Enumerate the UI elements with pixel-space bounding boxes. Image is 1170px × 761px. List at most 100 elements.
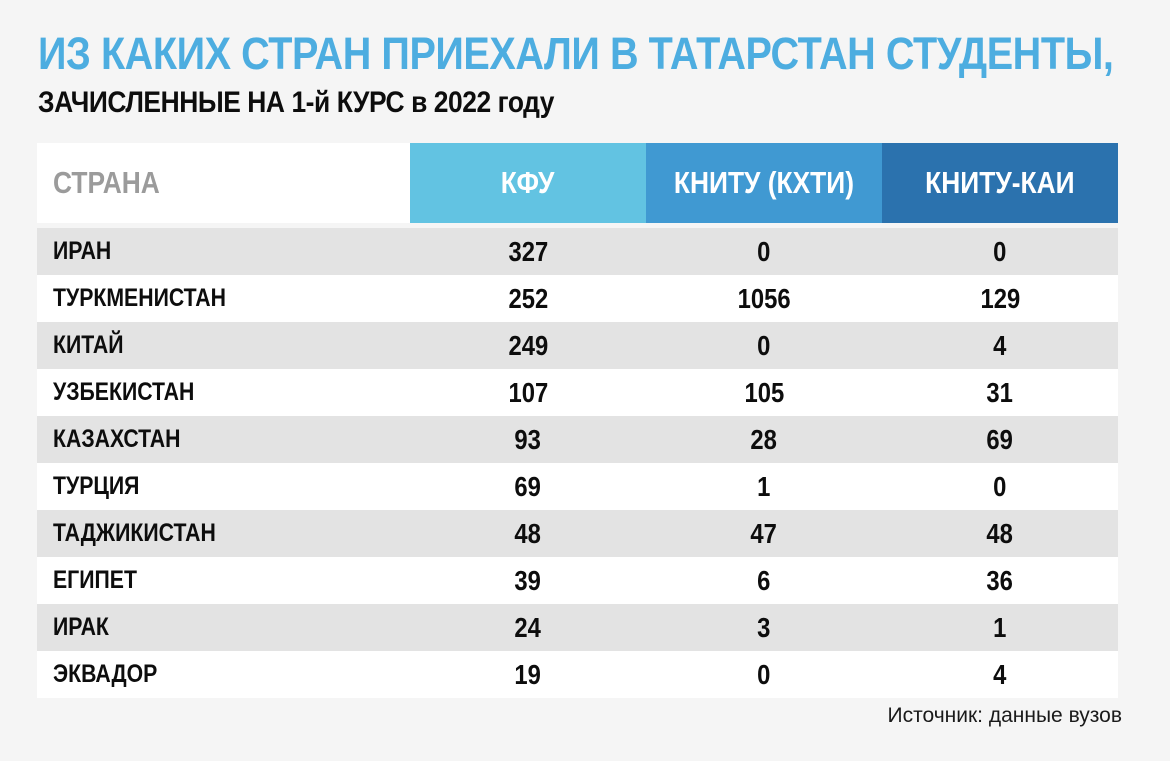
- value-label: 105: [744, 376, 784, 408]
- country-cell: ТАДЖИКИСТАН: [37, 510, 410, 557]
- value-cell: 28: [646, 416, 882, 463]
- country-label: ИРАН: [53, 237, 112, 265]
- country-label: ЭКВАДОР: [53, 660, 158, 688]
- value-cell: 48: [410, 510, 646, 557]
- value-label: 69: [514, 470, 542, 502]
- country-label: ТУРЦИЯ: [53, 472, 140, 500]
- table-row: КИТАЙ 249 0 4: [37, 322, 1118, 369]
- value-cell: 93: [410, 416, 646, 463]
- value-label: 93: [514, 423, 542, 455]
- col-header-knitu-kai-label: КНИТУ-КАИ: [925, 165, 1075, 200]
- value-label: 1056: [737, 282, 791, 314]
- country-cell: КИТАЙ: [37, 322, 410, 369]
- value-label: 252: [508, 282, 548, 314]
- value-cell: 0: [882, 463, 1118, 510]
- value-label: 1: [993, 611, 1007, 643]
- country-label: УЗБЕКИСТАН: [53, 378, 195, 406]
- value-label: 48: [986, 517, 1014, 549]
- table-row: ИРАН 327 0 0: [37, 228, 1118, 275]
- table-row: УЗБЕКИСТАН 107 105 31: [37, 369, 1118, 416]
- country-cell: ЕГИПЕТ: [37, 557, 410, 604]
- country-label: ТАДЖИКИСТАН: [53, 519, 216, 547]
- value-cell: 47: [646, 510, 882, 557]
- value-cell: 249: [410, 322, 646, 369]
- table-body: ИРАН 327 0 0 ТУРКМЕНИСТАН 252 1056 129 КИТАЙ 249 0…: [37, 228, 1118, 698]
- table-row: ИРАК 24 3 1: [37, 604, 1118, 651]
- value-label: 3: [757, 611, 771, 643]
- value-label: 249: [508, 329, 548, 361]
- col-header-kfu: КФУ: [410, 143, 646, 223]
- value-label: 6: [757, 564, 771, 596]
- country-cell: ИРАН: [37, 228, 410, 275]
- value-label: 39: [514, 564, 542, 596]
- table-row: ЭКВАДОР 19 0 4: [37, 651, 1118, 698]
- country-label: ЕГИПЕТ: [53, 566, 137, 594]
- value-label: 69: [986, 423, 1014, 455]
- value-cell: 327: [410, 228, 646, 275]
- col-header-knitu-kai: КНИТУ-КАИ: [882, 143, 1118, 223]
- source-note: Источник: данные вузов: [887, 704, 1122, 727]
- value-cell: 0: [882, 228, 1118, 275]
- table-row: ТАДЖИКИСТАН 48 47 48: [37, 510, 1118, 557]
- value-label: 4: [993, 329, 1007, 361]
- value-label: 48: [514, 517, 542, 549]
- value-cell: 4: [882, 322, 1118, 369]
- page-title: ИЗ КАКИХ СТРАН ПРИЕХАЛИ В ТАТАРСТАН СТУД…: [38, 28, 1114, 79]
- table-row: ЕГИПЕТ 39 6 36: [37, 557, 1118, 604]
- country-cell: ТУРЦИЯ: [37, 463, 410, 510]
- country-cell: ЭКВАДОР: [37, 651, 410, 698]
- value-cell: 24: [410, 604, 646, 651]
- value-cell: 1056: [646, 275, 882, 322]
- col-header-knitu-khti-label: КНИТУ (КХТИ): [673, 165, 855, 200]
- value-label: 0: [757, 235, 771, 267]
- value-cell: 252: [410, 275, 646, 322]
- table-header-row: СТРАНА КФУ КНИТУ (КХТИ) КНИТУ-КАИ: [37, 143, 1118, 223]
- country-label: ИРАК: [53, 613, 109, 641]
- value-cell: 36: [882, 557, 1118, 604]
- students-by-country-table: СТРАНА КФУ КНИТУ (КХТИ) КНИТУ-КАИ ИРАН 32…: [37, 143, 1118, 698]
- table-row: ТУРКМЕНИСТАН 252 1056 129: [37, 275, 1118, 322]
- value-label: 0: [757, 329, 771, 361]
- value-label: 24: [514, 611, 542, 643]
- value-label: 129: [980, 282, 1020, 314]
- value-cell: 0: [646, 322, 882, 369]
- value-cell: 1: [646, 463, 882, 510]
- value-cell: 6: [646, 557, 882, 604]
- value-label: 28: [750, 423, 778, 455]
- value-label: 0: [993, 470, 1007, 502]
- value-cell: 48: [882, 510, 1118, 557]
- col-header-kfu-label: КФУ: [501, 165, 555, 200]
- value-label: 107: [508, 376, 548, 408]
- table-row: ТУРЦИЯ 69 1 0: [37, 463, 1118, 510]
- col-header-country-label: СТРАНА: [53, 165, 160, 200]
- value-cell: 129: [882, 275, 1118, 322]
- col-header-country: СТРАНА: [37, 143, 410, 223]
- value-label: 47: [750, 517, 778, 549]
- value-label: 19: [514, 658, 542, 690]
- value-cell: 3: [646, 604, 882, 651]
- value-cell: 39: [410, 557, 646, 604]
- value-cell: 4: [882, 651, 1118, 698]
- value-cell: 105: [646, 369, 882, 416]
- col-header-knitu-khti: КНИТУ (КХТИ): [646, 143, 882, 223]
- country-label: ТУРКМЕНИСТАН: [53, 284, 226, 312]
- value-cell: 31: [882, 369, 1118, 416]
- value-label: 0: [993, 235, 1007, 267]
- value-label: 4: [993, 658, 1007, 690]
- value-cell: 0: [646, 228, 882, 275]
- value-cell: 69: [410, 463, 646, 510]
- value-cell: 1: [882, 604, 1118, 651]
- value-cell: 107: [410, 369, 646, 416]
- value-cell: 69: [882, 416, 1118, 463]
- value-label: 0: [757, 658, 771, 690]
- country-cell: ИРАК: [37, 604, 410, 651]
- country-label: КАЗАХСТАН: [53, 425, 181, 453]
- value-label: 31: [986, 376, 1014, 408]
- value-cell: 19: [410, 651, 646, 698]
- page-subtitle: ЗАЧИСЛЕННЫЕ НА 1-й КУРС в 2022 году: [38, 86, 555, 119]
- country-cell: УЗБЕКИСТАН: [37, 369, 410, 416]
- value-label: 1: [757, 470, 771, 502]
- value-label: 327: [508, 235, 548, 267]
- country-cell: ТУРКМЕНИСТАН: [37, 275, 410, 322]
